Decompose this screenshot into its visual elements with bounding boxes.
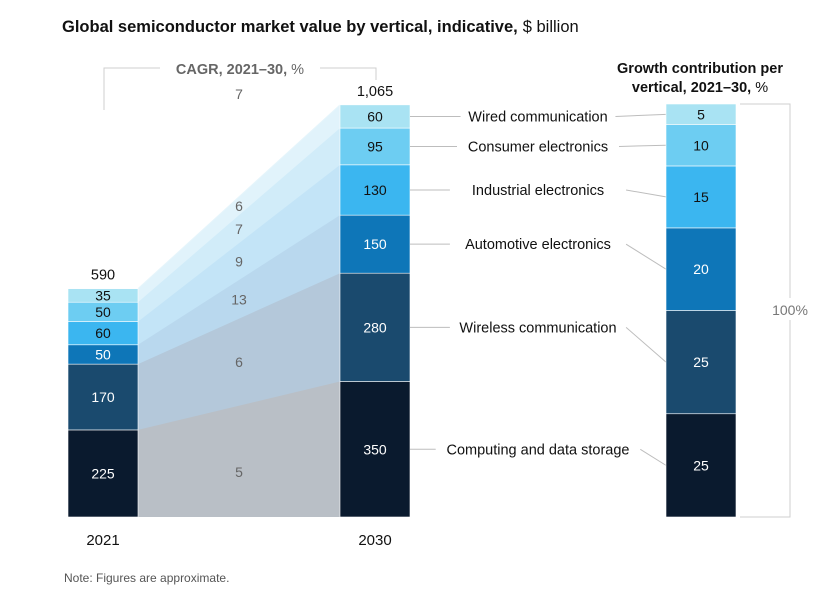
growth-industrial-electronics [665,165,737,229]
growth-bands [137,104,341,517]
chart-title: Global semiconductor market value by ver… [62,18,579,36]
chart-note: Note: Figures are approximate. [64,571,229,585]
growth-value-computing-and-data-storage: 25 [693,457,709,473]
growth-contribution-bar: 25 25 20 15 10 5 [665,103,737,518]
value-2021-automotive-electronics: 50 [95,346,111,362]
value-2030-wireless-communication: 280 [363,319,387,335]
bar-2021-wireless-communication [67,363,139,431]
cagr-label: CAGR, 2021–30,% [176,62,304,78]
cagr-wired-communication: 6 [235,198,243,214]
connector-right-wireless-communication [625,326,667,363]
growth-computing-and-data-storage [665,413,737,518]
cagr-automotive-electronics: 13 [231,291,247,307]
cagr-bracket: CAGR, 2021–30,% [103,62,377,110]
xtick-2021: 2021 [86,532,119,549]
chart-title-unit: $ billion [523,18,579,36]
series-legend: Computing and data storage Wireless commu… [410,109,667,466]
value-2021-computing-and-data-storage: 225 [91,465,115,481]
bar-2021-wired-communication [67,288,139,303]
stacked-bars [67,104,411,518]
legend-wireless-communication: Wireless communication [459,320,616,336]
total-2021: 590 [91,268,115,284]
connector-right-wired-communication [615,113,667,117]
growth-value-automotive-electronics: 20 [693,261,709,277]
connector-right-industrial-electronics [626,189,667,198]
connector-right-automotive-electronics [625,243,667,270]
cagr-wireless-communication: 6 [235,354,243,370]
value-2021-wireless-communication: 170 [91,389,115,405]
growth-title-line2: vertical, 2021–30,% [632,80,768,96]
value-2030-industrial-electronics: 130 [363,182,387,198]
value-2030-wired-communication: 60 [367,108,383,124]
connector-right-computing-and-data-storage [640,448,667,466]
growth-value-consumer-electronics: 10 [693,137,709,153]
legend-industrial-electronics: Industrial electronics [472,183,604,199]
chart-title-bold: Global semiconductor market value by ver… [62,18,518,36]
growth-value-wireless-communication: 25 [693,354,709,370]
legend-computing-and-data-storage: Computing and data storage [447,442,630,458]
growth-value-wired-communication: 5 [697,106,705,122]
cagr-computing-and-data-storage: 5 [235,464,243,480]
bar-2021-computing-and-data-storage [67,429,139,518]
growth-automotive-electronics [665,227,737,311]
growth-title-line1: Growth contribution per [617,61,783,77]
growth-wireless-communication [665,310,737,415]
value-2021-wired-communication: 35 [95,287,111,303]
band-computing-and-data-storage [138,381,340,517]
legend-consumer-electronics: Consumer electronics [468,139,608,155]
bar-2030-automotive-electronics [339,214,411,274]
legend-automotive-electronics: Automotive electronics [465,237,611,253]
legend-wired-communication: Wired communication [468,109,607,125]
growth-wired-communication [665,103,737,125]
cagr-industrial-electronics: 9 [235,254,243,270]
value-2030-automotive-electronics: 150 [363,236,387,252]
value-labels: 5613976722517050605035590202135028015013… [86,84,393,549]
connector-right-consumer-electronics [618,144,667,147]
value-2030-consumer-electronics: 95 [367,138,383,154]
value-2030-computing-and-data-storage: 350 [363,441,387,457]
cagr-consumer-electronics: 7 [235,221,243,237]
cagr-overall: 7 [235,86,243,102]
band-overall-edge [137,104,341,290]
growth-consumer-electronics [665,124,737,167]
bar-2030-wireless-communication [339,272,411,382]
value-2021-industrial-electronics: 60 [95,325,111,341]
total-2030: 1,065 [357,84,393,100]
bar-2030-industrial-electronics [339,164,411,216]
growth-value-industrial-electronics: 15 [693,189,709,205]
growth-total-label: 100% [772,302,808,318]
value-2021-consumer-electronics: 50 [95,304,111,320]
xtick-2030: 2030 [358,532,391,549]
